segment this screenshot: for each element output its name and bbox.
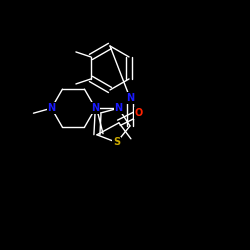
Text: N: N [48, 103, 56, 113]
Text: N: N [114, 103, 122, 113]
Text: N: N [92, 103, 100, 113]
Text: S: S [113, 138, 120, 147]
Text: O: O [135, 108, 143, 118]
Text: N: N [126, 93, 134, 103]
